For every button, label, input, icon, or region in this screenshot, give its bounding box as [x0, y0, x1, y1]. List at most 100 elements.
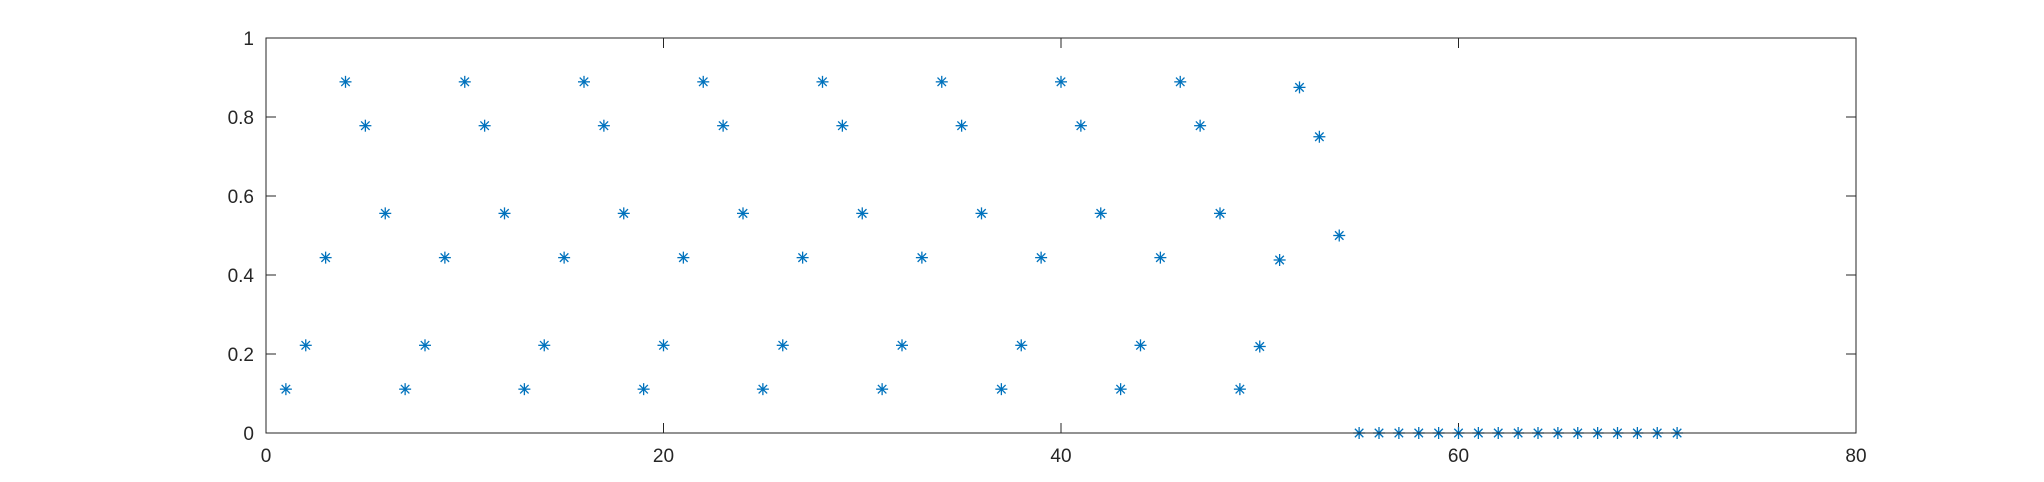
asterisk-stroke	[320, 252, 331, 263]
data-point	[995, 383, 1008, 396]
asterisk-stroke	[797, 252, 808, 263]
asterisk-stroke	[1115, 384, 1126, 394]
asterisk-stroke	[301, 340, 311, 351]
data-point	[1074, 119, 1087, 132]
data-point	[1154, 251, 1167, 264]
data-point	[299, 339, 312, 352]
data-point	[438, 251, 451, 264]
asterisk-stroke	[479, 120, 490, 131]
y-tick-label: 0.6	[228, 187, 254, 208]
asterisk-stroke	[380, 208, 390, 219]
data-point	[697, 75, 710, 88]
asterisk-stroke	[579, 77, 589, 87]
data-point	[458, 75, 471, 88]
y-tick-label: 1	[243, 29, 254, 50]
data-point	[896, 339, 908, 352]
asterisk-stroke	[1056, 77, 1066, 87]
asterisk-stroke	[817, 77, 828, 87]
asterisk-stroke	[559, 252, 569, 263]
asterisk-stroke	[1135, 340, 1146, 351]
asterisk-stroke	[917, 252, 927, 263]
data-point	[419, 339, 431, 352]
data-point	[1055, 75, 1067, 88]
data-point	[1333, 229, 1346, 242]
y-tick-label: 0.2	[228, 345, 254, 366]
data-point	[1214, 207, 1226, 220]
data-point	[836, 119, 849, 132]
data-point	[677, 251, 690, 264]
x-tick-label: 0	[261, 446, 272, 467]
data-point	[935, 75, 948, 88]
asterisk-stroke	[360, 120, 371, 131]
tick-labels: 0 20 40 60 80 0 0.2 0.4 0.6 0.8 1	[228, 29, 1867, 467]
data-point	[717, 119, 730, 132]
data-point	[578, 75, 590, 88]
asterisk-stroke	[460, 77, 470, 87]
asterisk-stroke	[619, 208, 629, 219]
data-point	[756, 383, 769, 396]
data-point	[776, 339, 789, 352]
data-point	[597, 119, 610, 132]
asterisk-stroke	[281, 384, 291, 394]
data-point	[1293, 81, 1306, 94]
plot-area	[266, 38, 1856, 433]
asterisk-stroke	[1155, 252, 1166, 263]
x-tick-label: 40	[1050, 446, 1071, 467]
asterisk-stroke	[1195, 120, 1205, 131]
asterisk-stroke	[996, 384, 1007, 394]
data-point	[637, 383, 650, 396]
asterisk-stroke	[1076, 120, 1086, 131]
asterisk-stroke	[897, 340, 907, 351]
asterisk-stroke	[1036, 252, 1046, 263]
asterisk-stroke	[778, 340, 788, 351]
asterisk-stroke	[519, 384, 530, 394]
asterisk-stroke	[937, 77, 947, 87]
asterisk-stroke	[758, 384, 768, 394]
data-point	[876, 383, 889, 396]
asterisk-stroke	[1255, 341, 1265, 352]
asterisk-stroke	[877, 384, 887, 394]
data-point	[1114, 383, 1127, 396]
asterisk-stroke	[440, 252, 450, 263]
data-point	[737, 207, 749, 220]
data-point	[617, 207, 630, 220]
asterisk-stroke	[1215, 208, 1225, 219]
data-point	[399, 383, 412, 396]
asterisk-stroke	[400, 384, 410, 394]
asterisk-stroke	[1096, 208, 1106, 219]
data-point	[498, 207, 511, 220]
asterisk-stroke	[1175, 77, 1185, 87]
asterisk-stroke	[837, 120, 848, 131]
data-point	[538, 339, 551, 352]
data-point	[915, 251, 928, 264]
asterisk-stroke	[1274, 255, 1285, 265]
asterisk-stroke	[976, 208, 987, 219]
data-point	[478, 119, 491, 132]
data-point	[1194, 119, 1207, 132]
data-point	[955, 119, 968, 132]
data-point	[816, 75, 829, 88]
data-point	[975, 207, 988, 220]
data-point	[379, 207, 392, 220]
asterisk-stroke	[1235, 384, 1245, 394]
data-point	[1134, 339, 1147, 352]
asterisk-stroke	[738, 208, 748, 219]
asterisk-stroke	[599, 120, 609, 131]
x-tick-label: 60	[1448, 446, 1469, 467]
x-tick-label: 20	[653, 446, 674, 467]
asterisk-stroke	[718, 120, 728, 131]
data-point	[856, 207, 869, 220]
data-point	[796, 251, 809, 264]
y-tick-label: 0.4	[228, 266, 255, 287]
asterisk-stroke	[499, 208, 510, 219]
data-point	[558, 251, 571, 264]
asterisk-stroke	[678, 252, 689, 263]
data-point	[657, 339, 670, 352]
data-point	[1174, 75, 1187, 88]
data-point	[1035, 251, 1048, 264]
y-tick-label: 0	[243, 424, 254, 445]
data-point	[1273, 253, 1286, 266]
data-point	[279, 383, 292, 396]
asterisk-stroke	[1016, 340, 1026, 351]
